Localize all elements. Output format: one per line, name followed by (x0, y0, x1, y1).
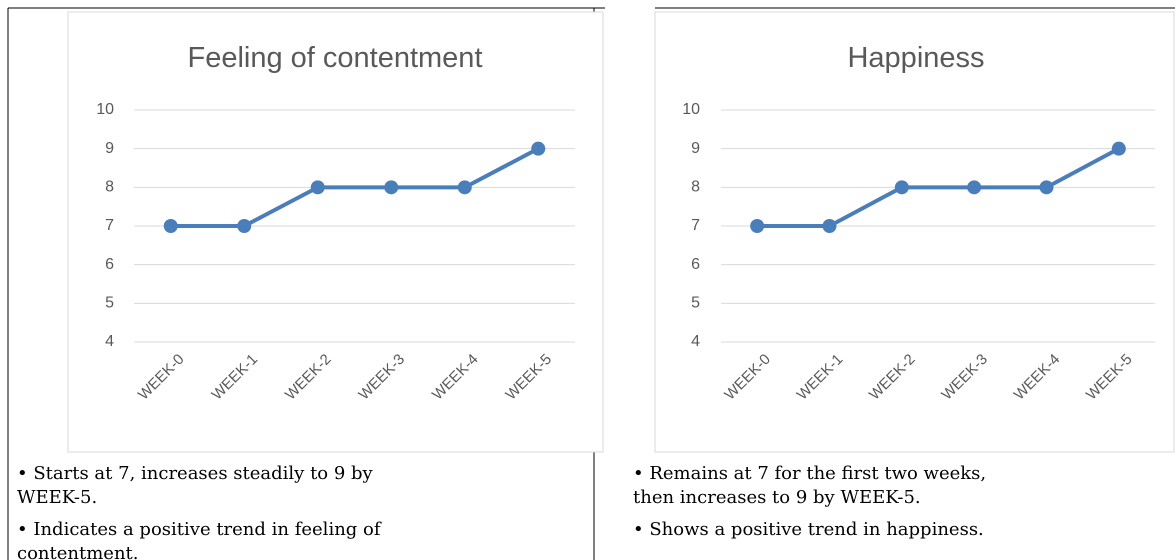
chart-title: Feeling of contentment (187, 42, 482, 74)
chart-frame (67, 11, 604, 453)
data-point (163, 219, 178, 233)
data-point (822, 219, 837, 233)
y-tick-label: 6 (105, 256, 114, 273)
data-point (384, 180, 399, 195)
data-point (967, 180, 982, 195)
chart-title: Happiness (847, 42, 984, 74)
y-tick-label: 5 (691, 295, 700, 312)
data-point (750, 219, 765, 233)
series-line (170, 146, 540, 228)
caption-line: • Shows a positive trend in happiness. (633, 519, 984, 540)
series-line (757, 146, 1120, 228)
y-tick-label: 4 (691, 333, 700, 350)
y-tick-label: 4 (105, 333, 114, 350)
data-point (457, 180, 472, 195)
y-tick-label: 9 (691, 140, 700, 157)
data-point (1111, 141, 1126, 156)
data-point (531, 141, 546, 156)
caption-line: contentment. (17, 543, 139, 560)
y-tick-label: 10 (96, 101, 114, 118)
caption-line: WEEK-5. (17, 487, 97, 508)
y-tick-label: 7 (691, 217, 700, 234)
y-tick-label: 10 (682, 101, 700, 118)
caption-line: then increases to 9 by WEEK-5. (633, 487, 921, 508)
y-tick-label: 6 (691, 256, 700, 273)
y-tick-label: 8 (691, 179, 700, 196)
caption-line: • Remains at 7 for the first two weeks, (633, 463, 986, 484)
data-point (1039, 180, 1054, 195)
data-point (237, 219, 252, 233)
y-tick-label: 8 (105, 179, 114, 196)
y-tick-label: 7 (105, 217, 114, 234)
data-point (310, 180, 325, 195)
y-tick-label: 9 (105, 140, 114, 157)
caption-line: • Starts at 7, increases steadily to 9 b… (17, 463, 374, 484)
caption-line: • Indicates a positive trend in feeling … (17, 519, 382, 540)
chart-frame (654, 11, 1175, 453)
data-point (894, 180, 909, 195)
y-tick-label: 5 (105, 295, 114, 312)
